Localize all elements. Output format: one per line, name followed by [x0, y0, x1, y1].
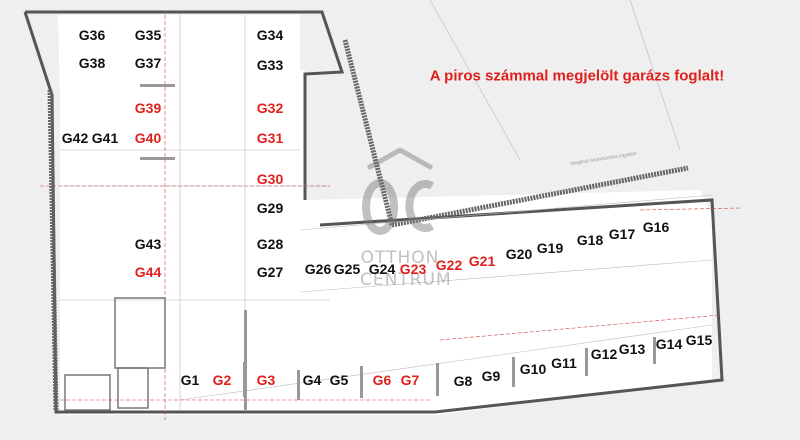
grid-lines [60, 0, 713, 410]
retaining-walls [47, 39, 689, 411]
garage-label[interactable]: G39 [134, 100, 162, 116]
garage-label[interactable]: G38 [78, 55, 106, 71]
garage-label[interactable]: G29 [256, 200, 284, 216]
garage-label[interactable]: G9 [481, 368, 501, 384]
garage-label[interactable]: G44 [134, 264, 162, 280]
watermark-line1: OTTHON [360, 248, 440, 268]
garage-label[interactable]: G18 [576, 232, 604, 248]
garage-label[interactable]: G42 [61, 130, 89, 146]
garage-label[interactable]: G28 [256, 236, 284, 252]
stairwell [64, 297, 166, 411]
garage-label[interactable]: G24 [368, 261, 396, 277]
garage-label[interactable]: G14 [655, 336, 683, 352]
floor-area [58, 15, 712, 415]
garage-label[interactable]: G11 [551, 355, 577, 371]
garage-label[interactable]: G26 [304, 261, 332, 277]
garage-label[interactable]: G23 [399, 261, 427, 277]
garage-label[interactable]: G3 [256, 372, 276, 388]
garage-label[interactable]: G5 [329, 372, 349, 388]
garage-label[interactable]: G21 [468, 253, 496, 269]
garage-label[interactable]: G33 [256, 57, 284, 73]
garage-label[interactable]: G1 [180, 372, 200, 388]
garage-label[interactable]: G30 [256, 171, 284, 187]
watermark-line2: CENTRUM [360, 270, 452, 290]
garage-label[interactable]: G17 [608, 226, 636, 242]
garage-label[interactable]: G34 [256, 27, 284, 43]
garage-label[interactable]: G6 [372, 372, 392, 388]
garage-label[interactable]: G41 [91, 130, 119, 146]
garage-label[interactable]: G12 [590, 346, 618, 362]
garage-label[interactable]: G15 [685, 332, 713, 348]
garage-label[interactable]: G37 [134, 55, 162, 71]
garage-label[interactable]: G4 [302, 372, 322, 388]
garage-label[interactable]: G22 [435, 257, 463, 273]
garage-label[interactable]: G7 [400, 372, 420, 388]
garage-label[interactable]: G19 [536, 240, 564, 256]
house-logo-icon [362, 147, 435, 235]
garage-label[interactable]: G32 [256, 100, 284, 116]
garage-label[interactable]: G35 [134, 27, 162, 43]
garage-label[interactable]: G36 [78, 27, 106, 43]
garage-label[interactable]: G13 [618, 341, 646, 357]
garage-label[interactable]: G27 [256, 264, 284, 280]
garage-label[interactable]: G20 [505, 246, 533, 262]
dividers [140, 84, 656, 410]
garage-label[interactable]: G25 [333, 261, 361, 277]
watermark: OTTHON CENTRUM [360, 147, 452, 298]
garage-label[interactable]: G10 [519, 361, 547, 377]
outer-walls [23, 10, 724, 414]
garage-label[interactable]: G43 [134, 236, 162, 252]
occupied-notice: A piros számmal megjelölt garázs foglalt… [429, 67, 725, 85]
garage-label[interactable]: G16 [642, 219, 670, 235]
garage-label[interactable]: G40 [134, 130, 162, 146]
garage-label[interactable]: G8 [453, 373, 473, 389]
garage-label[interactable]: G2 [212, 372, 232, 388]
garage-label[interactable]: G31 [256, 130, 284, 146]
